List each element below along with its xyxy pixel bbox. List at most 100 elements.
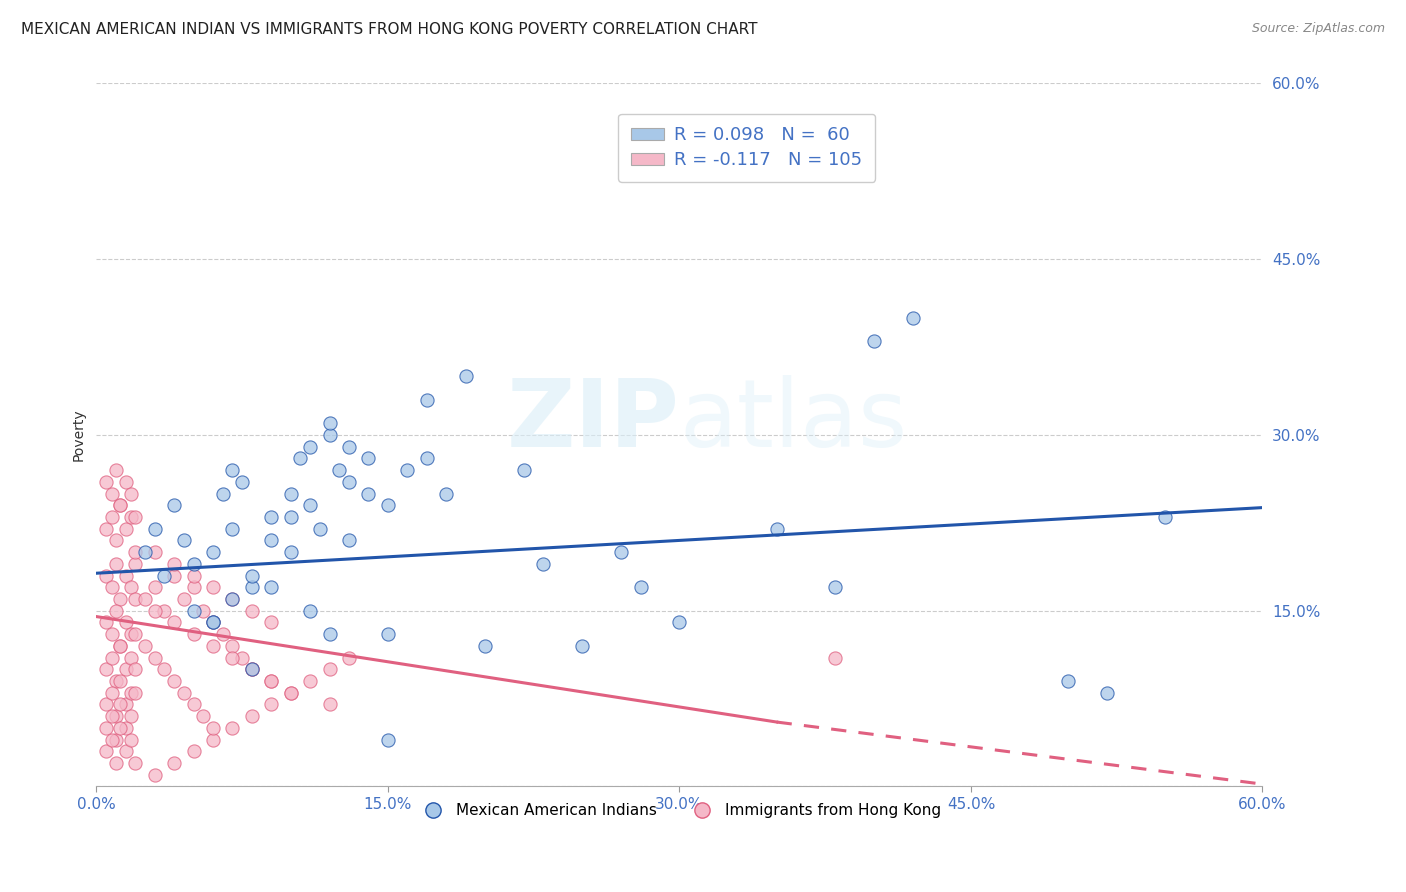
Point <box>183 557 205 571</box>
Point <box>104 673 127 688</box>
Point <box>173 592 195 607</box>
Point <box>377 732 399 747</box>
Point <box>260 698 283 712</box>
Point <box>124 756 146 770</box>
Point <box>101 732 124 747</box>
Point <box>143 650 166 665</box>
Point <box>318 627 340 641</box>
Point <box>108 639 131 653</box>
Point <box>260 533 283 548</box>
Point <box>104 604 127 618</box>
Point <box>153 568 176 582</box>
Text: Source: ZipAtlas.com: Source: ZipAtlas.com <box>1251 22 1385 36</box>
Point <box>240 662 263 676</box>
Point <box>143 545 166 559</box>
Point <box>357 451 380 466</box>
Point <box>377 627 399 641</box>
Point <box>221 639 243 653</box>
Point <box>173 533 195 548</box>
Point <box>299 604 322 618</box>
Point <box>862 334 884 349</box>
Point <box>101 580 124 594</box>
Point <box>1095 686 1118 700</box>
Text: atlas: atlas <box>679 375 908 467</box>
Point <box>221 650 243 665</box>
Point <box>120 732 142 747</box>
Point <box>434 486 457 500</box>
Point <box>124 627 146 641</box>
Point <box>108 498 131 512</box>
Point <box>114 522 136 536</box>
Point <box>280 545 302 559</box>
Point <box>101 709 124 723</box>
Point <box>299 498 322 512</box>
Point <box>104 557 127 571</box>
Point <box>124 686 146 700</box>
Point <box>183 627 205 641</box>
Point <box>124 557 146 571</box>
Point <box>193 604 215 618</box>
Point <box>163 498 186 512</box>
Point <box>101 686 124 700</box>
Point <box>101 486 124 500</box>
Point <box>308 522 330 536</box>
Point <box>231 650 253 665</box>
Point <box>163 557 186 571</box>
Point <box>183 580 205 594</box>
Point <box>120 510 142 524</box>
Point <box>94 721 117 735</box>
Point <box>124 510 146 524</box>
Point <box>221 721 243 735</box>
Point <box>134 639 156 653</box>
Point <box>531 557 554 571</box>
Point <box>630 580 652 594</box>
Point <box>240 604 263 618</box>
Point <box>94 615 117 630</box>
Point <box>120 486 142 500</box>
Point <box>101 650 124 665</box>
Point <box>318 428 340 442</box>
Point <box>94 568 117 582</box>
Point <box>183 604 205 618</box>
Point <box>328 463 350 477</box>
Point <box>201 732 224 747</box>
Point <box>108 721 131 735</box>
Point <box>114 615 136 630</box>
Point <box>240 709 263 723</box>
Point <box>337 533 360 548</box>
Point <box>1154 510 1177 524</box>
Point <box>260 615 283 630</box>
Point <box>114 721 136 735</box>
Point <box>260 510 283 524</box>
Point <box>163 615 186 630</box>
Point <box>299 440 322 454</box>
Point <box>318 698 340 712</box>
Point <box>211 486 233 500</box>
Point <box>114 698 136 712</box>
Point <box>124 592 146 607</box>
Point <box>104 463 127 477</box>
Point <box>824 650 846 665</box>
Point <box>173 686 195 700</box>
Point <box>240 568 263 582</box>
Point <box>337 440 360 454</box>
Point <box>260 673 283 688</box>
Point <box>104 732 127 747</box>
Point <box>280 510 302 524</box>
Point <box>94 522 117 536</box>
Point <box>901 310 924 325</box>
Point <box>824 580 846 594</box>
Point <box>143 522 166 536</box>
Point <box>201 721 224 735</box>
Point <box>211 627 233 641</box>
Point <box>240 662 263 676</box>
Point <box>416 451 439 466</box>
Point <box>318 416 340 430</box>
Point <box>124 545 146 559</box>
Point <box>104 709 127 723</box>
Point <box>260 580 283 594</box>
Point <box>134 592 156 607</box>
Point <box>153 662 176 676</box>
Point <box>108 592 131 607</box>
Point <box>104 533 127 548</box>
